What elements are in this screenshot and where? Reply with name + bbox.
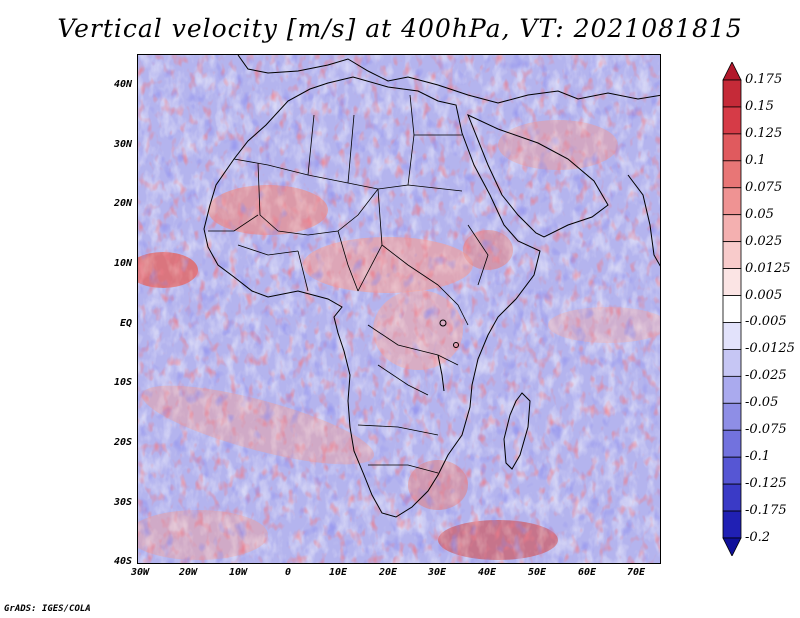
lon-label-70e: 70E xyxy=(626,567,646,578)
colorbar-bin xyxy=(722,456,742,485)
colorbar-label: 0.175 xyxy=(745,72,783,87)
chart-title: Vertical velocity [m/s] at 400hPa, VT: 2… xyxy=(57,14,743,43)
lon-label-30w: 30W xyxy=(130,567,150,578)
lat-label-10n: 10N xyxy=(113,258,132,269)
lon-label-20w: 20W xyxy=(178,567,198,578)
lat-label-40n: 40N xyxy=(113,79,132,90)
colorbar-label: -0.05 xyxy=(745,395,779,411)
africa-coastline xyxy=(203,76,541,518)
colorbar-label: -0.0125 xyxy=(745,341,795,357)
colorbar-label: -0.1 xyxy=(745,449,771,465)
lon-label-40e: 40E xyxy=(477,567,497,578)
india-coastline xyxy=(627,174,660,267)
colorbar-label: 0.0125 xyxy=(745,260,791,276)
lat-label-20n: 20N xyxy=(113,198,132,209)
lat-label-30s: 30S xyxy=(113,497,132,508)
colorbar-bin xyxy=(722,241,742,269)
colorbar-bin xyxy=(722,268,742,296)
madagascar-coastline xyxy=(503,392,531,470)
colorbar-bin xyxy=(722,214,742,243)
lon-label-30e: 30E xyxy=(427,567,447,578)
colorbar-label: 0.125 xyxy=(745,125,783,141)
colorbar-bin xyxy=(722,160,742,189)
lat-label-30n: 30N xyxy=(113,139,132,150)
colorbar-label: -0.125 xyxy=(745,476,787,492)
europe-coastline xyxy=(237,55,660,104)
footer-credit: GrADS: IGES/COLA xyxy=(4,604,91,614)
lon-label-10e: 10E xyxy=(328,567,348,578)
colorbar-label: -0.005 xyxy=(745,314,787,330)
colorbar-bin xyxy=(722,187,742,216)
vertical-velocity-field xyxy=(138,55,660,563)
colorbar-label: 0.025 xyxy=(745,233,783,249)
lon-label-20e: 20E xyxy=(378,567,398,578)
colorbar-bin xyxy=(722,402,742,431)
lon-label-10w: 10W xyxy=(228,567,248,578)
lat-label-40s: 40S xyxy=(113,556,132,567)
map-panel xyxy=(137,54,661,564)
country-borders xyxy=(208,94,489,474)
colorbar-label: 0.1 xyxy=(745,152,766,168)
colorbar-label: -0.025 xyxy=(745,368,787,384)
colorbar-label: -0.2 xyxy=(745,530,771,545)
lat-label-eq: EQ xyxy=(119,318,132,329)
colorbar-label: 0.005 xyxy=(745,287,783,303)
lon-label-0: 0 xyxy=(284,567,292,578)
colorbar-bin xyxy=(722,79,742,108)
colorbar-bin xyxy=(722,375,742,404)
lat-label-10s: 10S xyxy=(113,377,132,388)
colorbar-bin xyxy=(722,106,742,135)
colorbar-bottom-triangle xyxy=(722,537,742,556)
colorbar xyxy=(722,62,742,556)
colorbar-bin xyxy=(722,295,742,323)
colorbar-top-triangle xyxy=(722,62,742,81)
lat-label-20s: 20S xyxy=(113,437,132,448)
colorbar-bin xyxy=(722,510,742,539)
colorbar-label: 0.15 xyxy=(745,98,774,114)
colorbar-label: -0.075 xyxy=(745,422,787,438)
colorbar-bin xyxy=(722,429,742,458)
colorbar-bin xyxy=(722,133,742,162)
colorbar-bin xyxy=(722,483,742,512)
colorbar-label: 0.05 xyxy=(745,206,774,222)
lon-label-60e: 60E xyxy=(577,567,597,578)
colorbar-bin xyxy=(722,349,742,377)
colorbar-label: 0.075 xyxy=(745,179,783,195)
colorbar-bin xyxy=(722,322,742,350)
lon-label-50e: 50E xyxy=(527,567,547,578)
colorbar-label: -0.175 xyxy=(745,503,787,519)
arabia-coastline xyxy=(467,114,609,238)
